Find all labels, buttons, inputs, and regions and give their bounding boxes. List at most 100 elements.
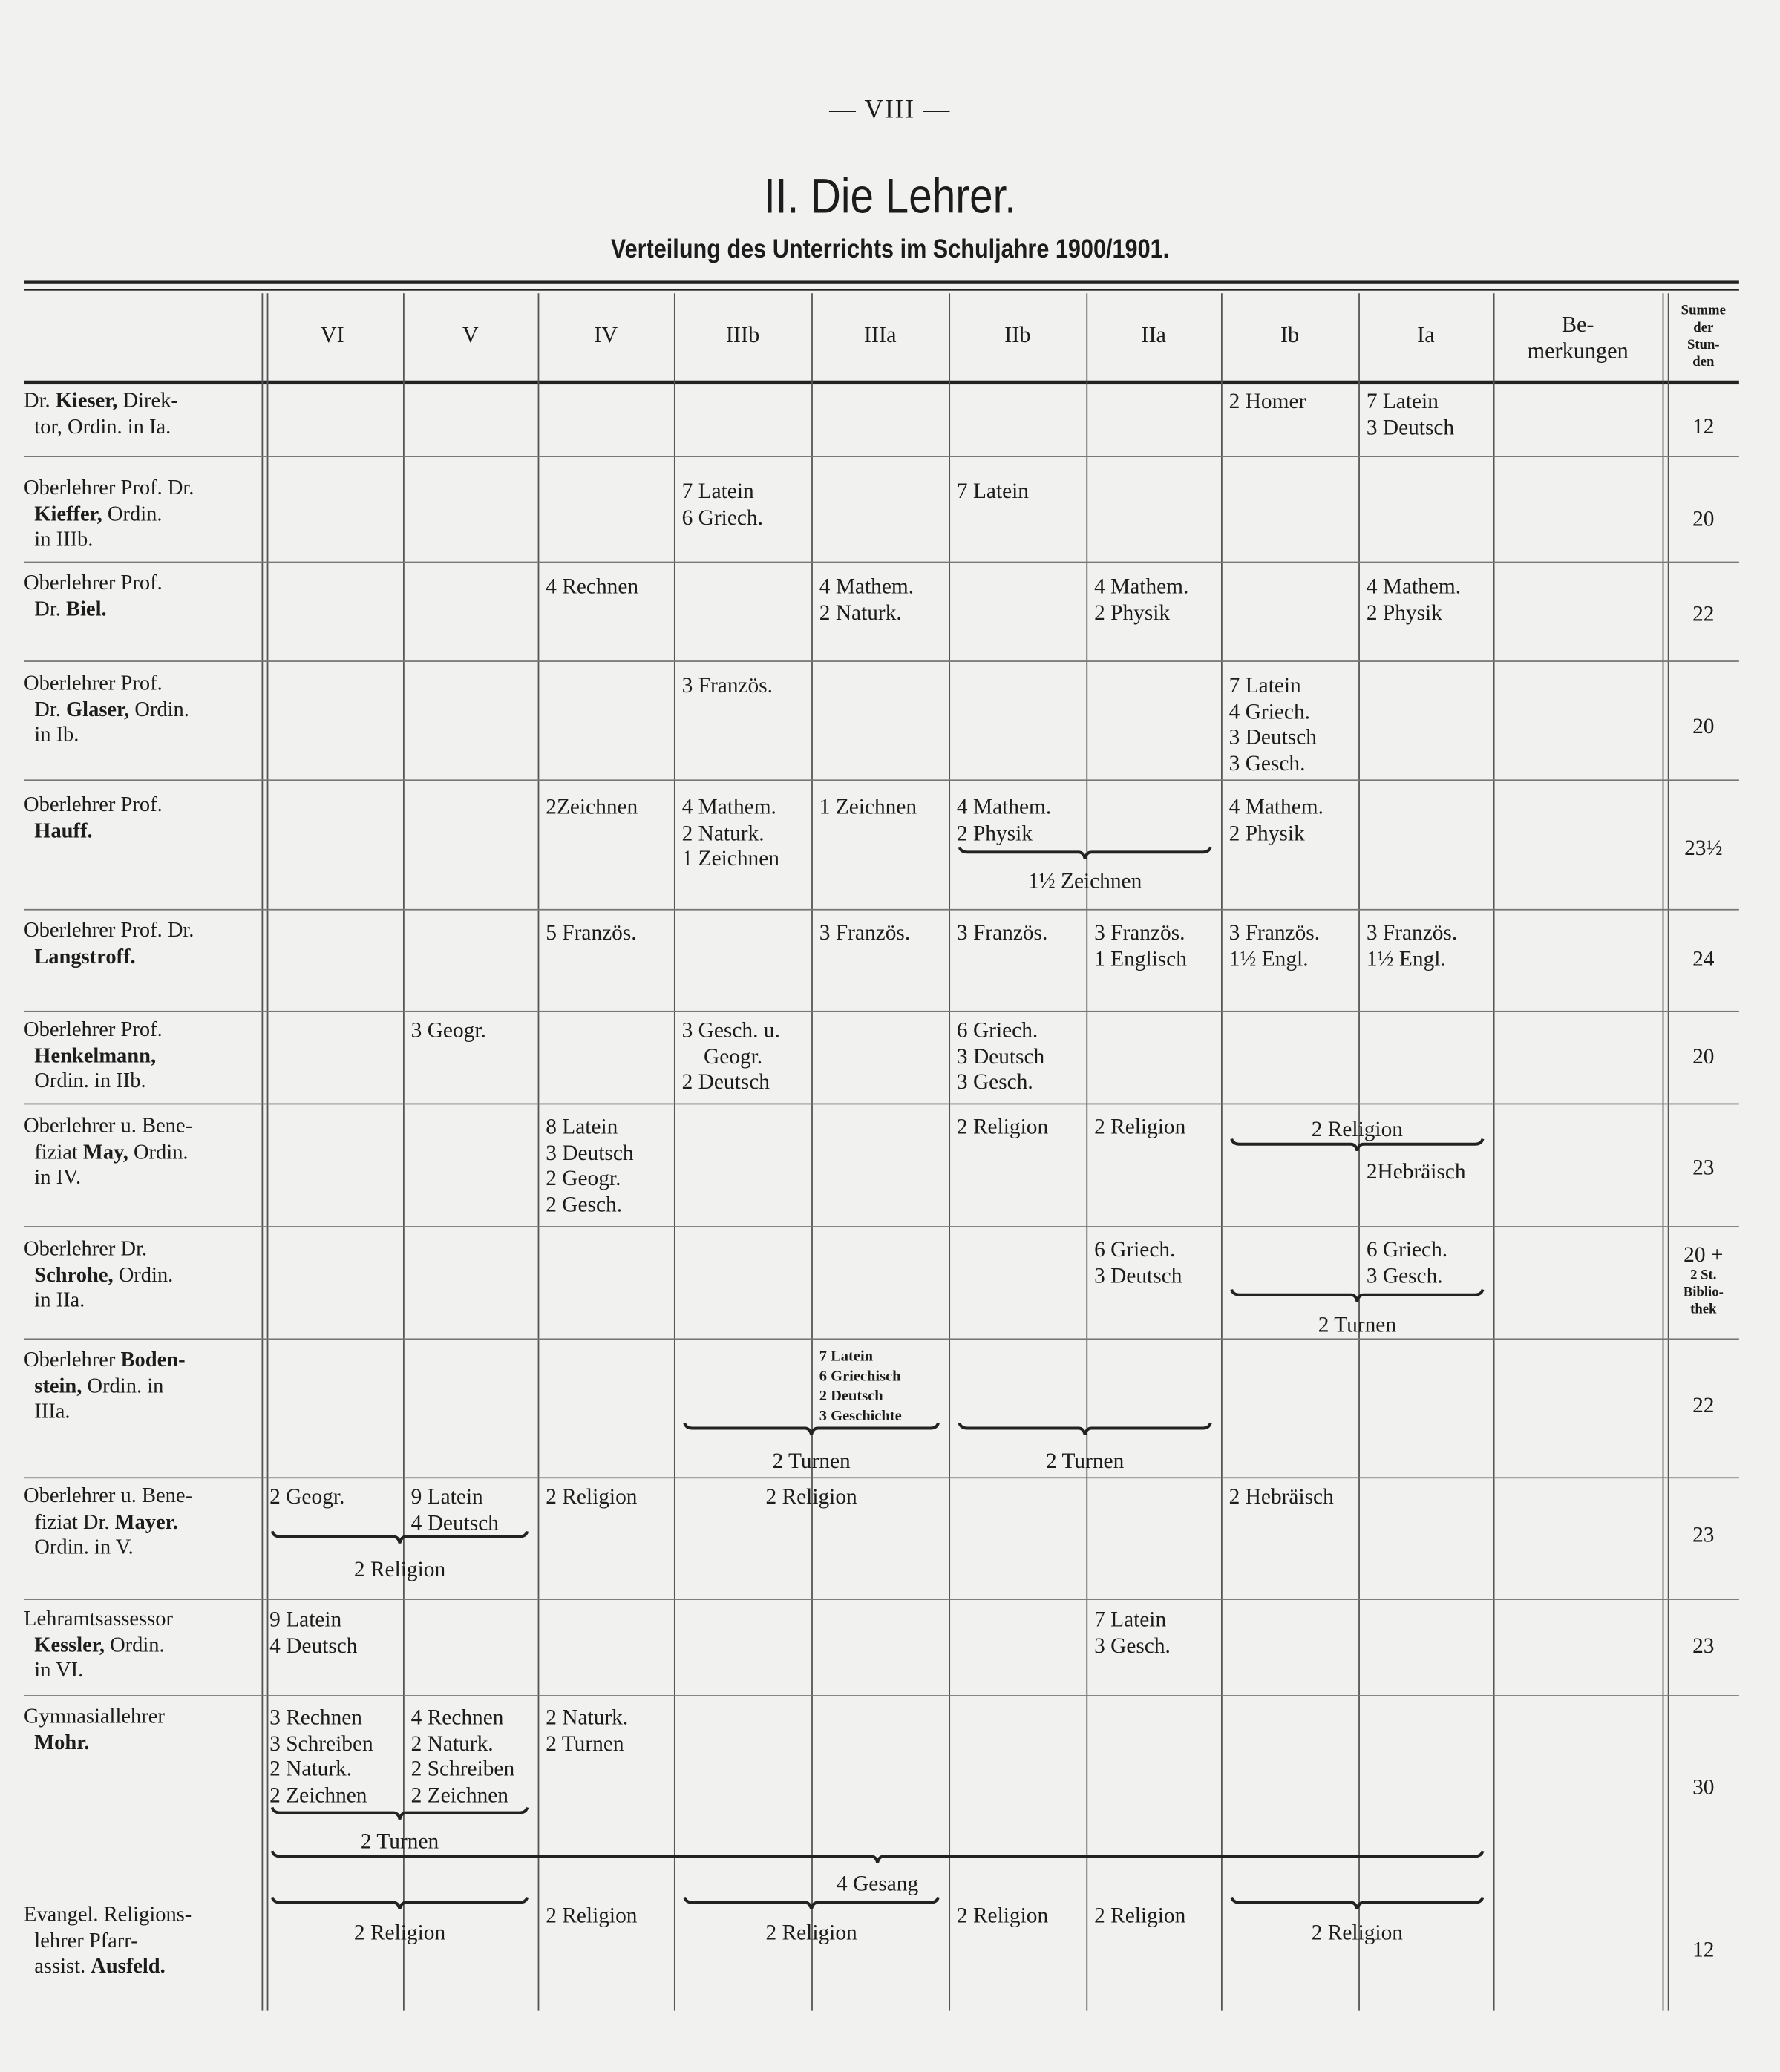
teacher-name-text: Oberlehrer Prof. Dr. <box>24 476 194 499</box>
teacher-name-line: Ordin. in V. <box>24 1535 134 1561</box>
teacher-surname: Langstroff. <box>34 945 136 968</box>
lesson-entry: 3 Deutsch <box>1228 724 1317 750</box>
row-divider <box>24 908 1739 911</box>
lesson-entry: 2 Physik <box>1366 599 1442 625</box>
shared-lesson-entry: 4 Gesang <box>837 1870 919 1896</box>
teacher-name-text: Oberlehrer Prof. <box>24 1018 163 1041</box>
column-header-IIIa: IIIa <box>863 322 897 348</box>
row-divider <box>24 1695 1739 1696</box>
lesson-entry: 2 Deutsch <box>819 1389 883 1405</box>
teacher-name-text: Oberlehrer u. Bene- <box>24 1485 193 1508</box>
teacher-name-line: Lehramtsassessor <box>24 1607 173 1632</box>
row-divider <box>24 456 1739 457</box>
curly-brace-icon <box>958 846 1212 859</box>
lesson-entry: 4 Mathem. <box>1366 573 1462 599</box>
lesson-entry: 3 Schreiben <box>269 1730 373 1756</box>
lesson-entry: 9 Latein <box>269 1606 342 1632</box>
column-header-IIIb: IIIb <box>725 322 760 348</box>
lesson-entry: 4 Rechnen <box>546 573 639 599</box>
teacher-name-text: in IIIb. <box>24 528 94 551</box>
page-subtitle: Verteilung des Unterrichts im Schuljahre… <box>610 235 1170 265</box>
teacher-name-line: in IV. <box>24 1165 81 1190</box>
teacher-name-line: Oberlehrer Dr. <box>24 1236 147 1262</box>
teacher-name-line: Mohr. <box>24 1730 89 1755</box>
row-divider <box>24 779 1739 781</box>
lesson-entry: 4 Mathem. <box>1094 573 1189 599</box>
column-header-Ib: Ib <box>1280 322 1300 348</box>
lesson-entry: 4 Mathem. <box>819 573 914 599</box>
lesson-entry: 7 Latein <box>1094 1606 1167 1632</box>
lesson-entry: 3 Deutsch <box>1366 414 1455 439</box>
teacher-name-text: Ordin. <box>104 1633 165 1656</box>
column-divider <box>537 293 540 2011</box>
teacher-name-line: fiziat May, Ordin. <box>24 1140 189 1165</box>
header-rule-thick <box>24 280 1739 284</box>
teacher-name-line: Oberlehrer Prof. <box>24 671 163 696</box>
teacher-name-text: Lehramtsassessor <box>24 1607 173 1630</box>
teacher-name-text: fiziat <box>24 1141 83 1164</box>
lesson-entry: 2 Geogr. <box>546 1165 621 1191</box>
teacher-name-text: Oberlehrer <box>24 1348 121 1371</box>
curly-brace-icon <box>270 1850 1485 1863</box>
teacher-name-line: Oberlehrer Prof. <box>24 793 163 818</box>
teacher-name-text: Ordin. in V. <box>24 1536 134 1559</box>
teacher-name-line: Hauff. <box>24 819 92 844</box>
teacher-name-text: Dr. <box>24 390 56 413</box>
lesson-entry: 2 Religion <box>1094 1113 1186 1139</box>
row-divider <box>24 1599 1739 1600</box>
teacher-name-line: in IIIb. <box>24 527 93 552</box>
teacher-name-line: Evangel. Religions- <box>24 1903 192 1928</box>
shared-lesson-entry: 2 Religion <box>353 1919 446 1945</box>
curly-brace-icon <box>683 1896 940 1909</box>
teacher-name-line: Oberlehrer Prof. <box>24 571 163 596</box>
teacher-name-text: Oberlehrer Prof. <box>24 672 163 695</box>
column-divider <box>673 293 675 2011</box>
teacher-name-text: Dr. <box>24 698 67 721</box>
teacher-surname: Henkelmann, <box>34 1044 157 1067</box>
teacher-name-text <box>24 1374 34 1397</box>
hours-total: 24 <box>1692 945 1715 971</box>
column-divider <box>402 293 405 2011</box>
lesson-entry: 2 Naturk. <box>681 819 765 845</box>
lesson-entry: 3 Geogr. <box>410 1017 486 1043</box>
remarks-header: Be- <box>1561 312 1594 337</box>
teacher-surname: Kieser, <box>55 390 118 413</box>
row-divider <box>24 660 1739 662</box>
teacher-name-line: in Ib. <box>24 723 79 748</box>
teacher-surname: Ausfeld. <box>91 1955 166 1978</box>
hours-total: 23 <box>1692 1633 1715 1659</box>
teacher-name-line: lehrer Pfarr- <box>24 1928 137 1953</box>
column-header-IIb: IIb <box>1004 322 1031 348</box>
lesson-entry: 2 Zeichnen <box>269 1781 367 1807</box>
teacher-surname: Glaser, <box>66 698 130 721</box>
lesson-entry: 2 Schreiben <box>410 1756 515 1781</box>
lesson-entry: 3 Französ. <box>1094 919 1185 945</box>
lesson-entry: 4 Griech. <box>1228 698 1311 724</box>
row-divider <box>24 1103 1739 1105</box>
teacher-name-text: in VI. <box>24 1659 84 1682</box>
hours-total: Biblio- <box>1683 1285 1724 1300</box>
hours-total: 23½ <box>1684 835 1723 860</box>
curly-brace-icon <box>270 1530 529 1544</box>
lesson-entry: 2 Naturk. <box>269 1756 353 1781</box>
row-divider <box>24 1338 1739 1340</box>
sum-header: Stun- <box>1686 338 1720 353</box>
teacher-name-line: in VI. <box>24 1658 83 1683</box>
lesson-entry: 2 Naturk. <box>546 1704 629 1730</box>
teacher-name-text <box>24 1731 34 1754</box>
shared-lesson-entry: 1½ Zeichnen <box>1027 868 1142 894</box>
teacher-surname: Boden- <box>120 1348 186 1371</box>
column-header-IV: IV <box>594 322 618 348</box>
teacher-name-line: IIIa. <box>24 1399 70 1424</box>
teacher-surname: Mohr. <box>34 1731 90 1754</box>
lesson-entry: 6 Griechisch <box>819 1368 901 1385</box>
teacher-name-line: Kieffer, Ordin. <box>24 502 162 527</box>
hours-total: 20 <box>1692 1043 1715 1069</box>
curly-brace-icon <box>1230 1138 1485 1152</box>
lesson-entry: 3 Gesch. <box>1228 750 1306 776</box>
curly-brace-icon <box>270 1896 529 1909</box>
teacher-name-line: in IIa. <box>24 1288 85 1314</box>
lesson-entry: 2 Religion <box>956 1902 1049 1928</box>
lesson-entry: 2 Naturk. <box>819 599 902 625</box>
